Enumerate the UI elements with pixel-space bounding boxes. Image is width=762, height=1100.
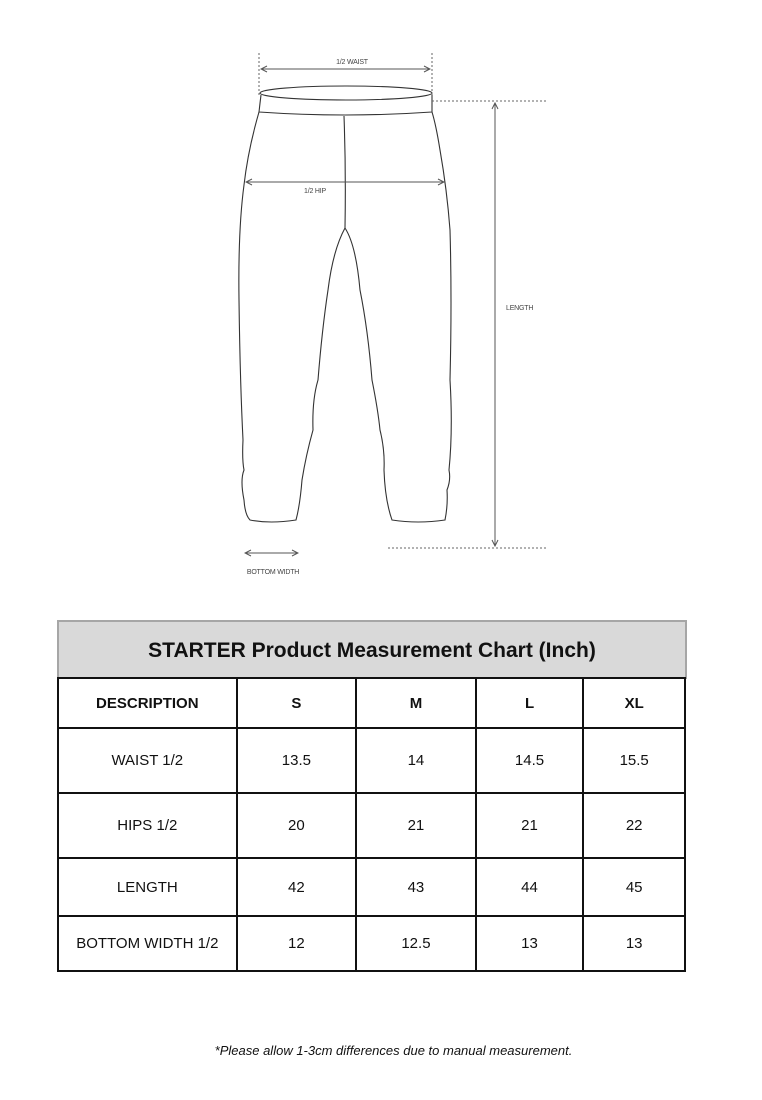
cell: 44 [474, 857, 585, 917]
table-row: HIPS 1/2 20 21 21 22 [57, 792, 686, 859]
row-label: WAIST 1/2 [57, 727, 238, 794]
cell: 14 [355, 727, 477, 794]
guide-lines [258, 53, 548, 549]
cell: 45 [582, 857, 686, 917]
header-cell: L [474, 677, 585, 729]
dimension-arrows [245, 69, 495, 553]
cell: 12 [235, 915, 358, 972]
row-label: BOTTOM WIDTH 1/2 [57, 915, 238, 972]
cell: 42 [235, 857, 358, 917]
cell: 12.5 [355, 915, 477, 972]
cell: 21 [474, 792, 585, 859]
cell: 13 [474, 915, 585, 972]
pants-outline [238, 85, 452, 523]
header-cell: S [235, 677, 358, 729]
cell: 15.5 [582, 727, 686, 794]
measurement-table: DESCRIPTION S M L XL WAIST 1/2 13.5 14 1… [57, 677, 686, 972]
cell: 21 [355, 792, 477, 859]
table-row: WAIST 1/2 13.5 14 14.5 15.5 [57, 727, 686, 794]
disclaimer-note: *Please allow 1-3cm differences due to m… [214, 1043, 573, 1058]
cell: 43 [355, 857, 477, 917]
cell: 13.5 [235, 727, 358, 794]
bottom-width-label: BOTTOM WIDTH [247, 569, 299, 576]
table-row: LENGTH 42 43 44 45 [57, 857, 686, 917]
waist-label: 1/2 WAIST [336, 59, 369, 66]
cell: 13 [582, 915, 686, 972]
table-header-row: DESCRIPTION S M L XL [57, 677, 686, 729]
header-cell: XL [582, 677, 686, 729]
cell: 14.5 [474, 727, 585, 794]
pants-diagram: 1/2 WAIST 1/2 HIP LENGTH BOTTOM WIDTH [238, 53, 548, 576]
row-label: LENGTH [57, 857, 238, 917]
header-cell: DESCRIPTION [57, 677, 238, 729]
length-label: LENGTH [506, 305, 533, 312]
table-row: BOTTOM WIDTH 1/2 12 12.5 13 13 [57, 915, 686, 972]
chart-title: STARTER Product Measurement Chart (Inch) [57, 620, 687, 679]
cell: 20 [235, 792, 358, 859]
header-cell: M [355, 677, 477, 729]
hip-label: 1/2 HIP [304, 188, 326, 195]
row-label: HIPS 1/2 [57, 792, 238, 859]
cell: 22 [582, 792, 686, 859]
